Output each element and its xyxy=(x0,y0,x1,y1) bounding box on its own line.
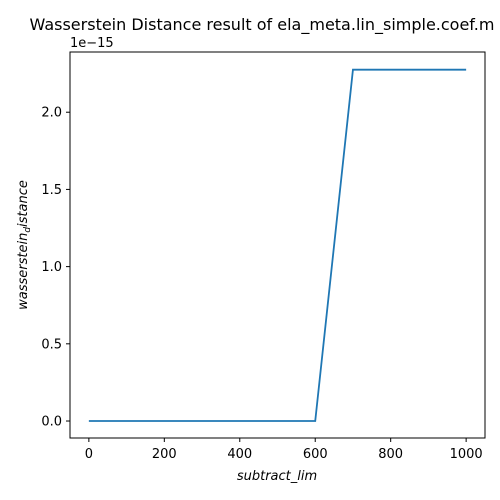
y-axis-label-subscript: d xyxy=(23,227,33,233)
y-offset-label: 1e−15 xyxy=(70,36,114,51)
y-tick-label: 2.0 xyxy=(41,106,62,121)
x-axis: 0 200 400 600 800 1000 xyxy=(85,438,483,462)
y-tick-label: 0.5 xyxy=(41,337,62,352)
series-line xyxy=(88,68,467,422)
x-tick-label: 400 xyxy=(227,447,252,462)
y-tick-label: 1.5 xyxy=(41,183,62,198)
x-tick-label: 1000 xyxy=(450,447,483,462)
x-tick-label: 800 xyxy=(378,447,403,462)
y-tick-label: 0.0 xyxy=(41,415,62,430)
chart-title: Wasserstein Distance result of ela_meta.… xyxy=(30,15,495,35)
x-tick-label: 0 xyxy=(85,447,93,462)
plot-area xyxy=(69,51,486,439)
x-tick-label: 600 xyxy=(303,447,328,462)
x-axis-label: subtract_lim xyxy=(237,469,317,484)
y-axis-label-main: wasserstein xyxy=(16,233,31,310)
y-tick-label: 1.0 xyxy=(41,260,62,275)
y-axis: 0.0 0.5 1.0 1.5 2.0 xyxy=(41,106,70,430)
y-axis-label: wassersteindistance xyxy=(16,180,33,310)
x-tick-label: 200 xyxy=(152,447,177,462)
y-axis-label-tail: istance xyxy=(16,180,31,227)
